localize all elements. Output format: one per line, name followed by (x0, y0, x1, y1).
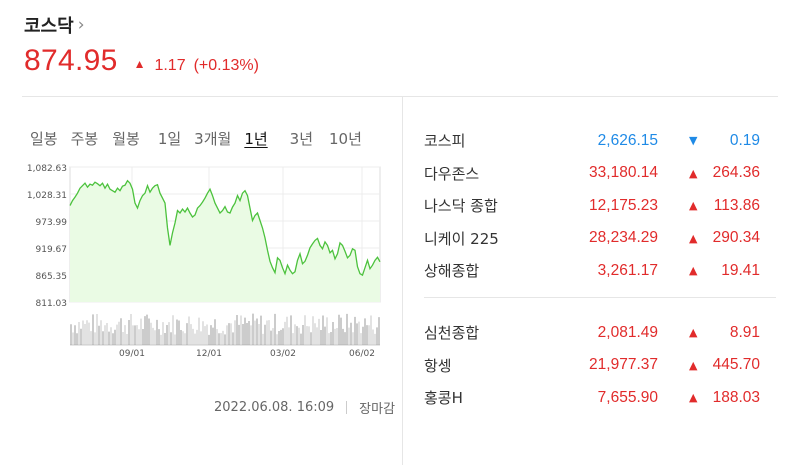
index-row[interactable]: 코스피 2,626.15 ▼ 0.19 (424, 130, 762, 151)
y-tick-label: 919.67 (36, 245, 68, 255)
price-area (70, 180, 380, 302)
index-change: 445.70 (712, 356, 760, 373)
price-change: ▲ 1.17 (+0.13%) (134, 57, 259, 75)
index-row[interactable]: 다우존스 33,180.14 ▲ 264.36 (424, 163, 762, 184)
up-triangle-icon: ▲ (689, 231, 698, 245)
up-triangle-icon: ▲ (689, 166, 698, 180)
index-row[interactable]: 심천종합 2,081.49 ▲ 8.91 (424, 322, 762, 343)
up-triangle-icon: ▲ (133, 57, 146, 71)
x-tick-label: 09/01 (119, 349, 145, 359)
up-triangle-icon: ▲ (689, 358, 698, 372)
up-triangle-icon: ▲ (689, 391, 698, 404)
index-value: 21,977.37 (589, 356, 658, 373)
timestamp: 2022.06.08. 16:09 (214, 400, 335, 415)
index-title: 코스닥 (24, 16, 74, 37)
index-name: 나스닥 종합 (424, 197, 498, 215)
index-change: 290.34 (712, 229, 760, 246)
index-row[interactable]: 홍콩H 7,655.90 ▲ 188.03 (424, 387, 762, 408)
index-name: 코스피 (424, 132, 466, 150)
tab-weekly[interactable]: 주봉 (70, 130, 99, 148)
period-tabs: 일봉 주봉 월봉 1일 3개월 1년 3년 10년 (30, 128, 362, 149)
price-line (69, 179, 381, 277)
index-row[interactable]: 나스닥 종합 12,175.23 ▲ 113.86 (424, 195, 762, 216)
x-tick-label: 03/02 (270, 349, 296, 359)
index-change: 19.41 (721, 261, 760, 279)
index-name: 니케이 225 (424, 229, 499, 248)
y-tick-label: 865.35 (36, 272, 68, 282)
up-triangle-icon: ▲ (689, 326, 698, 339)
index-change: 8.91 (729, 323, 760, 341)
top-divider (22, 96, 778, 97)
y-tick-label: 1,028.31 (27, 191, 67, 201)
x-axis-ticks: 09/01 12/01 03/02 06/02 (119, 349, 375, 359)
index-change: 0.19 (729, 131, 760, 149)
y-axis-ticks: 1,082.63 1,028.31 973.99 919.67 865.35 811.03 (27, 164, 67, 309)
divider (346, 401, 348, 414)
index-value: 2,626.15 (597, 131, 658, 149)
tab-10year[interactable]: 10년 (329, 130, 362, 148)
market-status: 장마감 (359, 402, 396, 417)
list-divider (424, 297, 776, 298)
tab-monthly[interactable]: 월봉 (112, 130, 140, 148)
index-value: 33,180.14 (589, 164, 658, 181)
y-tick-label: 1,082.63 (27, 164, 67, 174)
up-triangle-icon: ▲ (689, 199, 698, 212)
tab-daily[interactable]: 일봉 (30, 130, 58, 148)
price-row: 874.95 ▲ 1.17 (+0.13%) (24, 44, 259, 78)
tab-3month[interactable]: 3개월 (194, 130, 232, 148)
tab-1year[interactable]: 1년 (244, 130, 268, 148)
y-tick-label: 973.99 (36, 218, 68, 228)
tab-1day[interactable]: 1일 (157, 130, 182, 148)
index-value: 2,081.49 (597, 323, 658, 341)
index-change: 113.86 (713, 196, 760, 214)
index-name: 심천종합 (424, 324, 480, 342)
chevron-right-icon: › (77, 15, 85, 35)
change-value: 1.17 (154, 57, 186, 74)
timestamp-row: 2022.06.08. 16:09 장마감 (214, 398, 395, 417)
index-name: 상해종합 (424, 262, 480, 280)
index-value: 28,234.29 (589, 229, 658, 246)
index-row[interactable]: 항셍 21,977.37 ▲ 445.70 (424, 355, 762, 376)
up-triangle-icon: ▲ (689, 264, 698, 277)
x-tick-label: 06/02 (349, 349, 375, 359)
current-price: 874.95 (24, 44, 118, 77)
tab-3year[interactable]: 3년 (289, 130, 314, 148)
index-value: 3,261.17 (597, 261, 658, 279)
volume-bars (70, 313, 380, 346)
index-change: 188.03 (712, 388, 760, 406)
index-name: 다우존스 (424, 164, 480, 183)
down-triangle-icon: ▼ (689, 134, 698, 147)
index-name: 항셍 (424, 356, 452, 375)
index-title-link[interactable]: 코스닥 › (24, 12, 85, 38)
index-value: 7,655.90 (597, 388, 658, 406)
y-tick-label: 811.03 (36, 299, 68, 309)
change-percent: (+0.13%) (193, 57, 259, 74)
x-tick-label: 12/01 (196, 349, 222, 359)
index-value: 12,175.23 (589, 196, 658, 214)
index-row[interactable]: 상해종합 3,261.17 ▲ 19.41 (424, 260, 762, 281)
column-divider (402, 97, 403, 465)
index-row[interactable]: 니케이 225 28,234.29 ▲ 290.34 (424, 228, 762, 249)
index-name: 홍콩H (424, 389, 463, 407)
index-change: 264.36 (712, 164, 760, 181)
